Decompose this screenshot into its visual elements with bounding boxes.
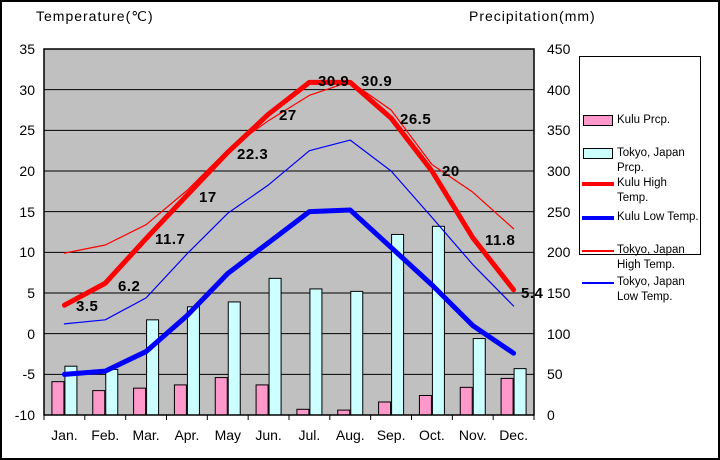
tokyo-precip-bar: [350, 290, 364, 416]
precipitation-axis-title: Precipitation(mm): [469, 8, 596, 24]
month-label: Jun.: [255, 427, 282, 443]
data-label: 20: [442, 163, 460, 180]
month-label: Jul.: [298, 427, 321, 443]
temp-tick-label: -10: [14, 407, 35, 423]
pink-box-swatch: [583, 115, 613, 126]
kulu-precip-bar: [51, 381, 65, 416]
data-label: 26.5: [400, 111, 431, 128]
data-label: 3.5: [76, 298, 98, 315]
tokyo-precip-bar: [431, 225, 445, 416]
chart-legend: Kulu Prcp. Tokyo, Japan Prcp. Kulu High Te…: [579, 56, 701, 303]
month-label: Dec.: [499, 427, 528, 443]
month-label: Apr.: [174, 427, 200, 443]
temp-tick-label: 15: [19, 203, 35, 220]
thick-blue-line-swatch: [582, 216, 614, 220]
precip-tick-label: 400: [547, 81, 571, 98]
month-label: Sep.: [376, 427, 406, 443]
data-label: 17: [199, 189, 217, 206]
precip-tick-label: 150: [547, 285, 571, 301]
kulu-high-temp--line: [61, 79, 517, 308]
precip-tick-label: 200: [547, 244, 571, 261]
tokyo-japan-high-temp--line: [63, 80, 515, 254]
thick-red-line-swatch: [582, 182, 614, 186]
tokyo-precip-bar: [186, 306, 200, 416]
month-label: Oct.: [419, 427, 445, 443]
thin-red-line-swatch: [582, 250, 614, 252]
temperature-axis-title: Temperature(℃): [36, 8, 154, 24]
legend-item-label: Tokyo, Japan High Temp.: [617, 244, 685, 271]
data-label: 27: [279, 107, 297, 124]
temp-tick-label: 0: [27, 325, 35, 342]
precip-tick-label: 100: [547, 325, 571, 342]
precip-tick-label: 0: [547, 407, 555, 423]
tokyo-precip-bar: [391, 233, 405, 416]
kulu-precip-bar: [173, 384, 187, 416]
kulu-precip-bar: [459, 386, 473, 416]
temp-tick-label: 5: [27, 285, 35, 301]
legend-item-label: Kulu Low Temp.: [617, 211, 699, 223]
kulu-precip-bar: [296, 408, 310, 416]
kulu-precip-bar: [500, 377, 514, 416]
thin-blue-line-swatch: [582, 282, 614, 284]
tokyo-precip-bar: [268, 277, 282, 416]
kulu-precip-bar: [92, 390, 106, 416]
temp-tick-label: 20: [19, 163, 35, 179]
legend-item-label: Tokyo, Japan Low Temp.: [617, 276, 685, 303]
data-label: 11.7: [155, 231, 185, 248]
temp-tick-label: 25: [19, 122, 35, 139]
month-label: Nov.: [458, 427, 487, 443]
tokyo-precip-bar: [146, 319, 160, 416]
data-label: 22.3: [237, 146, 268, 163]
temp-tick-label: 30: [19, 81, 35, 98]
kulu-precip-bar: [214, 377, 228, 416]
data-label: 11.8: [485, 232, 515, 249]
tokyo-precip-bar: [513, 368, 527, 416]
temp-tick-label: 35: [19, 41, 35, 57]
precip-tick-label: 250: [547, 203, 571, 220]
kulu-precip-bar: [418, 394, 432, 416]
legend-item-label: Tokyo, Japan Prcp.: [617, 147, 685, 174]
precip-tick-label: 350: [547, 122, 571, 139]
plot-background: [44, 49, 534, 415]
cyan-box-swatch: [583, 148, 613, 159]
data-label: 6.2: [118, 278, 140, 295]
legend-item-label: Kulu High Temp.: [617, 177, 667, 204]
plot-border: [43, 48, 535, 416]
legend-item-label: Kulu Prcp.: [617, 114, 671, 126]
kulu-precip-bar: [255, 384, 269, 416]
month-label: Jan.: [51, 427, 78, 443]
tokyo-precip-bar: [472, 338, 486, 416]
data-label: 30.9: [318, 73, 349, 90]
temp-tick-label: 10: [19, 244, 35, 261]
kulu-precip-bar: [133, 387, 147, 416]
precip-tick-label: 300: [547, 163, 571, 179]
kulu-low-temp--line: [61, 207, 517, 377]
tokyo-precip-bar: [309, 288, 323, 416]
month-label: Mar.: [132, 427, 160, 443]
tokyo-precip-bar: [227, 301, 241, 416]
data-label: 30.9: [361, 73, 392, 90]
precip-tick-label: 50: [547, 366, 563, 383]
tokyo-japan-low-temp--line: [63, 139, 515, 325]
tokyo-precip-bar: [105, 368, 119, 416]
precip-tick-label: 450: [547, 41, 571, 57]
temp-tick-label: -5: [22, 366, 35, 383]
month-label: Feb.: [91, 427, 120, 443]
month-label: May: [214, 427, 242, 443]
kulu-precip-bar: [378, 401, 392, 416]
data-label: 5.4: [521, 285, 544, 302]
month-label: Aug.: [335, 427, 365, 443]
